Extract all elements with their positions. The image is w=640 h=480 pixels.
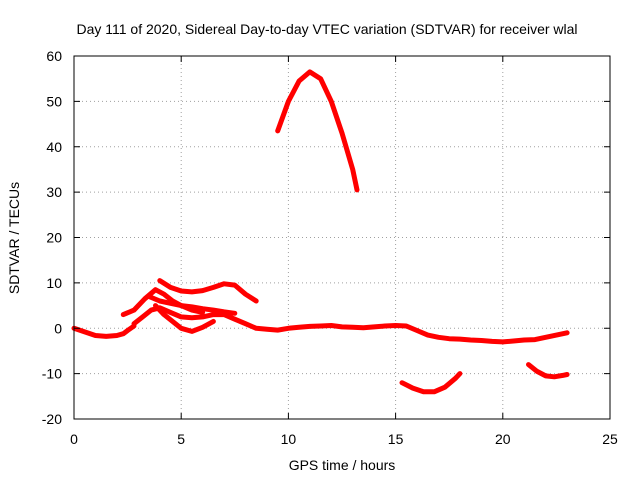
- y-tick-label: -20: [42, 411, 62, 427]
- chart-title: Day 111 of 2020, Sidereal Day-to-day VTE…: [76, 21, 577, 37]
- x-tick-label: 10: [281, 431, 297, 447]
- y-tick-label: 0: [54, 320, 62, 336]
- y-tick-label: 40: [46, 139, 62, 155]
- x-tick-label: 0: [70, 431, 78, 447]
- x-tick-label: 15: [388, 431, 404, 447]
- x-tick-label: 25: [602, 431, 618, 447]
- data-series-group: [71, 69, 570, 395]
- y-tick-label: 60: [46, 48, 62, 64]
- x-tick-label: 5: [177, 431, 185, 447]
- satellite-track-7: [275, 69, 360, 193]
- satellite-track-1: [71, 323, 137, 339]
- x-tick-label: 20: [495, 431, 511, 447]
- y-tick-label: 20: [46, 230, 62, 246]
- satellite-track-8: [399, 371, 463, 395]
- y-tick-label: 30: [46, 184, 62, 200]
- axis-ticks: 0 5 10 15 20 25 -20 -10 0 10 20 30 40 50 60: [42, 48, 618, 447]
- satellite-track-4: [157, 278, 259, 304]
- y-tick-label: 50: [46, 93, 62, 109]
- y-tick-label: -10: [42, 366, 62, 382]
- satellite-track-2: [131, 305, 570, 345]
- y-axis-title: SDTVAR / TECUs: [6, 182, 22, 294]
- satellite-track-6: [153, 303, 216, 334]
- x-axis-title: GPS time / hours: [289, 457, 396, 473]
- satellite-track-5: [146, 294, 238, 316]
- satellite-track-9: [526, 362, 570, 380]
- y-tick-label: 10: [46, 275, 62, 291]
